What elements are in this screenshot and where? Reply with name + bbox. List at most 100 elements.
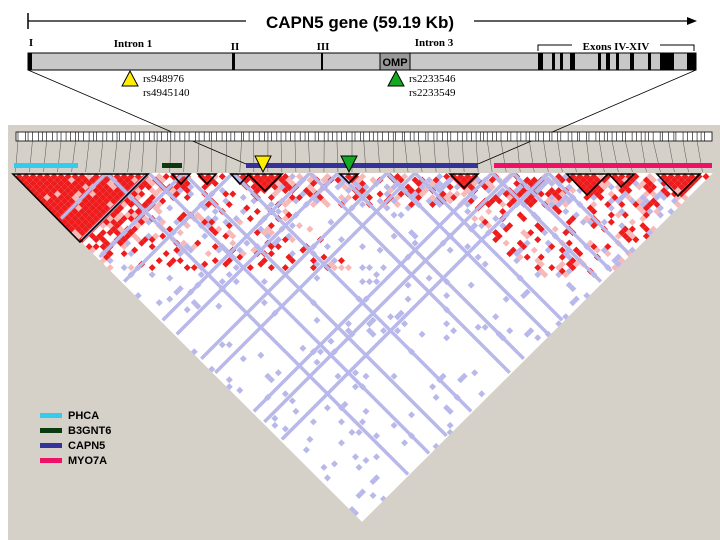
ld-cell — [120, 215, 128, 223]
ld-cell — [85, 215, 93, 223]
ld-cell — [239, 208, 247, 216]
ld-cell — [523, 239, 531, 247]
ld-cell — [155, 201, 163, 209]
ld-cell — [429, 383, 437, 391]
ld-cell — [369, 176, 377, 184]
haplotype-blocks — [11, 173, 702, 244]
ld-cell — [313, 316, 321, 324]
ld-cell — [113, 187, 121, 195]
ld-cell — [176, 229, 184, 237]
snp-mapping-line — [99, 140, 104, 173]
exon-stripe — [538, 53, 543, 70]
ld-cell — [632, 236, 640, 244]
ld-cell — [85, 222, 93, 230]
ld-cell — [506, 250, 514, 258]
ld-cell — [215, 302, 223, 310]
ld-cell — [387, 187, 395, 195]
ld-cell — [292, 197, 300, 205]
ld-cell — [397, 309, 405, 317]
ld-cell — [474, 323, 482, 331]
ld-cell — [176, 187, 184, 195]
ld-cell — [85, 180, 93, 188]
haplotype-block — [565, 173, 610, 197]
ld-cell — [124, 183, 132, 191]
snp-rs2233546: rs2233546 — [409, 73, 456, 85]
ld-cell — [187, 183, 195, 191]
ld-cell — [106, 222, 114, 230]
snp-mapping-line — [113, 140, 118, 173]
legend-swatch-phca — [40, 413, 62, 418]
ld-cell — [222, 190, 230, 198]
ld-cell — [649, 176, 657, 184]
ld-cell — [145, 176, 153, 184]
ld-cell — [120, 180, 128, 188]
ld-cell — [656, 204, 664, 212]
ld-cell — [285, 211, 293, 219]
ld-cell — [218, 278, 226, 286]
ld-cell — [471, 222, 479, 230]
ld-cell — [499, 187, 507, 195]
ld-cell — [267, 376, 275, 384]
ld-weak-stripe — [98, 173, 185, 259]
ld-cell — [555, 264, 563, 272]
ld-cell — [565, 197, 573, 205]
ld-cell — [253, 187, 261, 195]
ld-cell — [446, 183, 454, 191]
legend-item-capn5: CAPN5 — [40, 438, 111, 453]
ld-cell — [642, 204, 650, 212]
ld-cell — [183, 264, 191, 272]
ld-cell — [358, 264, 367, 272]
ld-cell — [646, 208, 654, 216]
ld-cell — [530, 197, 538, 205]
ld-cell — [166, 295, 174, 303]
ld-cell — [586, 239, 594, 247]
exon-stripe — [616, 53, 619, 70]
gene-length-arrow — [27, 13, 697, 29]
ld-cell — [485, 208, 493, 216]
ld-cell — [68, 211, 76, 219]
ld-cell — [64, 180, 72, 188]
ld-cell — [544, 239, 552, 247]
ld-cell — [43, 187, 51, 195]
ld-cell — [344, 327, 352, 335]
ld-cell — [562, 194, 570, 202]
ld-cell — [33, 183, 41, 191]
ld-cell — [292, 407, 300, 415]
ld-cell — [358, 173, 367, 181]
ld-cell — [534, 271, 542, 279]
ld-cell — [401, 173, 409, 181]
ld-cell — [222, 232, 230, 240]
ld-cell — [124, 211, 132, 219]
ld-cell — [96, 183, 104, 191]
ld-cell — [257, 176, 265, 184]
ld-cell — [358, 243, 367, 251]
legend-item-phca: PHCA — [40, 408, 111, 423]
ld-cell — [148, 271, 156, 279]
ld-cell — [369, 491, 377, 499]
ld-cell — [131, 225, 139, 233]
ld-cell — [159, 232, 167, 240]
ld-cell — [628, 218, 636, 226]
ld-cell — [267, 250, 275, 258]
ld-cell — [474, 253, 482, 261]
ld-cell — [344, 264, 352, 272]
haplotype-block — [229, 173, 251, 186]
ld-cell — [82, 211, 90, 219]
ld-cell — [288, 250, 296, 258]
ld-cell — [358, 418, 367, 426]
gene-legend: PHCA B3GNT6 CAPN5 MYO7A — [40, 408, 111, 468]
ld-cell — [246, 215, 254, 223]
ld-cell — [446, 421, 454, 429]
ld-cell — [411, 232, 419, 240]
ld-cell — [267, 201, 275, 209]
ld-cell — [562, 208, 570, 216]
ld-cell — [131, 211, 139, 219]
ld-cell — [176, 257, 184, 265]
ld-cell — [54, 204, 62, 212]
ld-cell — [113, 215, 121, 223]
intron-1-label: Intron 1 — [114, 38, 153, 50]
ld-cell — [204, 250, 212, 258]
ld-cell — [369, 330, 377, 338]
zoom-line-left — [27, 69, 247, 165]
